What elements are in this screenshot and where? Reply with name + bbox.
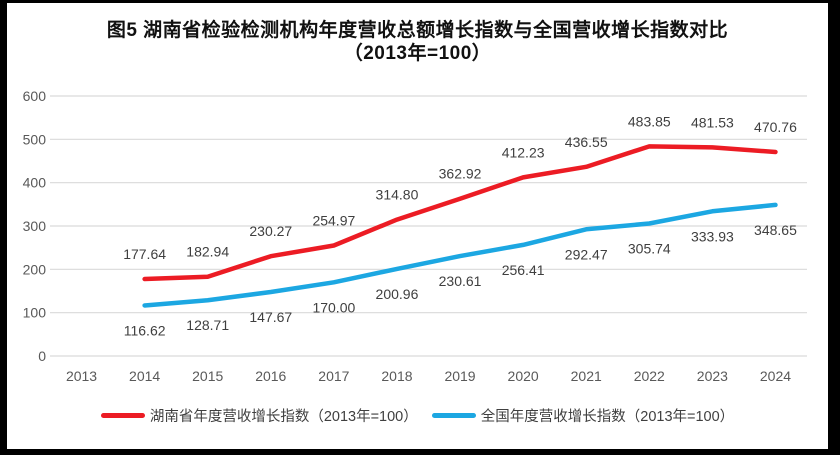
data-label: 314.80: [376, 187, 419, 203]
y-axis-tick-label: 400: [23, 175, 47, 191]
y-axis-tick-label: 300: [23, 218, 47, 234]
x-axis-tick-label: 2017: [318, 368, 349, 384]
chart-title-line1: 图5 湖南省检验检测机构年度营收总额增长指数与全国营收增长指数对比: [106, 20, 729, 41]
data-label: 436.55: [565, 134, 608, 150]
y-axis-tick-label: 0: [38, 348, 46, 364]
x-axis-tick-label: 2019: [444, 368, 475, 384]
plot-area: 0 100 200 300 400 500 600 2013 2014 2015 2016 2017 2…: [23, 88, 807, 384]
data-label: 116.62: [124, 322, 166, 338]
x-axis-tick-label: 2014: [129, 368, 160, 384]
data-label: 412.23: [502, 144, 545, 160]
data-label: 470.76: [754, 119, 797, 135]
data-label: 292.47: [565, 246, 608, 262]
data-label: 147.67: [249, 309, 292, 325]
data-label: 177.64: [123, 246, 166, 262]
data-label: 305.74: [628, 241, 671, 257]
data-label: 200.96: [376, 286, 419, 302]
x-axis-tick-label: 2022: [634, 368, 665, 384]
data-label: 230.27: [249, 223, 292, 239]
legend-item-national: 全国年度营收增长指数（2013年=100）: [431, 405, 735, 426]
x-axis-tick-label: 2020: [508, 368, 539, 384]
data-label: 348.65: [754, 222, 797, 238]
legend-label-national: 全国年度营收增长指数（2013年=100）: [480, 409, 735, 425]
data-label: 182.94: [186, 244, 229, 260]
data-label: 481.53: [691, 114, 734, 130]
data-label: 333.93: [691, 228, 734, 244]
legend-line-red-icon: [100, 413, 145, 418]
data-label: 483.85: [628, 113, 671, 129]
legend-label-hunan: 湖南省年度营收增长指数（2013年=100）: [149, 409, 418, 425]
series-line: [142, 202, 778, 308]
x-axis-tick-label: 2021: [571, 368, 602, 384]
x-axis-tick-label: 2016: [255, 368, 286, 384]
chart-title: 图5 湖南省检验检测机构年度营收总额增长指数与全国营收增长指数对比 （2013年…: [7, 19, 828, 65]
data-label: 256.41: [502, 262, 545, 278]
data-label: 254.97: [312, 213, 355, 229]
x-axis-tick-label: 2023: [697, 368, 728, 384]
legend-item-hunan: 湖南省年度营收增长指数（2013年=100）: [100, 405, 418, 426]
data-label: 128.71: [186, 317, 229, 333]
series-line: [142, 144, 778, 282]
x-axis-tick-label: 2015: [192, 368, 223, 384]
x-axis-tick-label: 2018: [381, 368, 412, 384]
y-axis-tick-label: 200: [23, 261, 47, 277]
y-axis-tick-label: 100: [23, 305, 47, 321]
data-label: 170.00: [312, 299, 355, 315]
x-axis-tick-label: 2024: [760, 368, 791, 384]
chart-title-line2: （2013年=100）: [343, 43, 492, 64]
legend: 湖南省年度营收增长指数（2013年=100） 全国年度营收增长指数（2013年=…: [7, 405, 828, 426]
legend-line-blue-icon: [431, 413, 476, 418]
data-label: 230.61: [439, 273, 482, 289]
y-axis-tick-label: 600: [23, 88, 47, 104]
data-label: 362.92: [439, 166, 482, 182]
x-axis-tick-label: 2013: [66, 368, 97, 384]
y-axis-tick-label: 500: [23, 131, 47, 147]
